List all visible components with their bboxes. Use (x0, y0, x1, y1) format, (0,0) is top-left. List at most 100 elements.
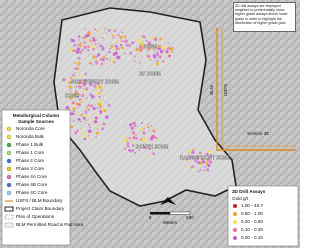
drill-dot (143, 137, 146, 139)
assay-symbol (233, 228, 237, 232)
drill-dot (103, 109, 107, 113)
drill-dot (156, 51, 159, 54)
drill-dot (77, 35, 81, 38)
drill-dot (92, 36, 96, 40)
drill-dot (82, 82, 87, 87)
drill-dot (131, 41, 134, 45)
drill-dot (112, 51, 114, 54)
drill-dot (101, 58, 105, 62)
legend-title: Sample Sources (18, 119, 54, 124)
drill-dot (128, 148, 131, 152)
drill-dot (102, 122, 106, 126)
zone-label: ZONE (65, 93, 80, 99)
drill-dot (132, 142, 135, 145)
drill-dot (190, 155, 194, 159)
drill-dot (158, 53, 160, 56)
drill-dot (194, 158, 198, 163)
legend-symbol (6, 134, 12, 140)
drill-dot (114, 51, 118, 55)
drill-dot (67, 102, 70, 105)
drill-dot (149, 58, 152, 61)
drill-dot (124, 39, 128, 43)
drill-dot (148, 147, 152, 151)
drill-dot (95, 131, 99, 135)
drill-dot (135, 134, 137, 136)
drill-dot (141, 122, 144, 124)
drill-dot (100, 107, 105, 111)
drill-dot (154, 128, 157, 132)
assay-label: 0.50 - 1.00 (241, 211, 263, 216)
drill-dot (201, 160, 206, 164)
drill-dot (93, 84, 97, 88)
drill-dot (157, 44, 162, 49)
legend-label: Phase 1 Bulk (16, 142, 44, 147)
drill-dot (83, 74, 86, 77)
legend-symbol (4, 222, 14, 228)
drill-dot (96, 91, 100, 95)
drill-dot (113, 47, 116, 50)
drill-dot (77, 83, 80, 85)
drill-dot (155, 53, 159, 57)
drill-dot (75, 91, 79, 96)
drill-dot (92, 106, 96, 111)
drill-dot (78, 39, 80, 41)
drill-dot (81, 79, 85, 82)
drill-dot (167, 42, 170, 44)
legend-symbol (6, 126, 12, 132)
drill-dot (131, 144, 135, 147)
drill-dot (128, 136, 132, 140)
drill-dot (107, 103, 110, 106)
drill-dot (76, 95, 79, 98)
scale-label: 0 (149, 215, 152, 220)
drill-dot (103, 27, 106, 30)
drill-dot (146, 49, 149, 51)
drill-dot (189, 155, 191, 157)
drill-dot (78, 43, 82, 47)
drill-dot (76, 67, 80, 70)
drill-dot (84, 122, 86, 124)
drill-dot (135, 136, 138, 140)
drill-dot (89, 93, 92, 96)
drill-dot (198, 170, 200, 173)
drill-dot (77, 118, 81, 121)
drill-dot (166, 47, 169, 50)
drill-dot (84, 110, 88, 113)
drill-dot (120, 46, 124, 50)
drill-dot (133, 124, 137, 127)
drill-dot (149, 46, 153, 50)
drill-dot (204, 165, 206, 168)
assay-label: 1.00 - 46.7 (241, 203, 263, 208)
drill-dot (80, 46, 82, 48)
drill-dot (108, 50, 111, 54)
drill-dot (75, 102, 79, 106)
drill-dot (86, 107, 89, 110)
map: ZONE NORTHWEST ZONE SF ZONE ZONE SOUTH Z… (0, 0, 300, 248)
drill-dot (86, 97, 88, 99)
drill-dot (199, 168, 202, 171)
drill-dot (62, 78, 65, 81)
zone-label: NORTHWEST ZONE (71, 79, 119, 85)
drill-dot (98, 99, 103, 103)
drill-dot (124, 53, 126, 55)
drill-dot (96, 115, 99, 117)
drill-dot (139, 62, 141, 64)
legend-label: Phase 3 Core (16, 166, 45, 171)
drill-dot (115, 40, 118, 43)
drill-dot (85, 34, 89, 38)
drill-dot (92, 118, 95, 121)
drill-dot (111, 34, 115, 37)
drill-dot (88, 129, 92, 134)
scale-unit: Meters (163, 220, 178, 225)
drill-dot (79, 128, 82, 130)
drill-dot (78, 49, 80, 51)
drill-dot (163, 50, 166, 52)
drill-dot (65, 105, 69, 110)
drill-dot (81, 94, 83, 97)
legend-title: Metallurgical Column (13, 113, 60, 118)
drill-dot (79, 50, 82, 54)
drill-dot (99, 109, 103, 113)
drill-dot (109, 47, 111, 50)
legend-symbol (6, 190, 12, 196)
drill-dot (208, 150, 212, 154)
drill-dot (90, 137, 93, 140)
